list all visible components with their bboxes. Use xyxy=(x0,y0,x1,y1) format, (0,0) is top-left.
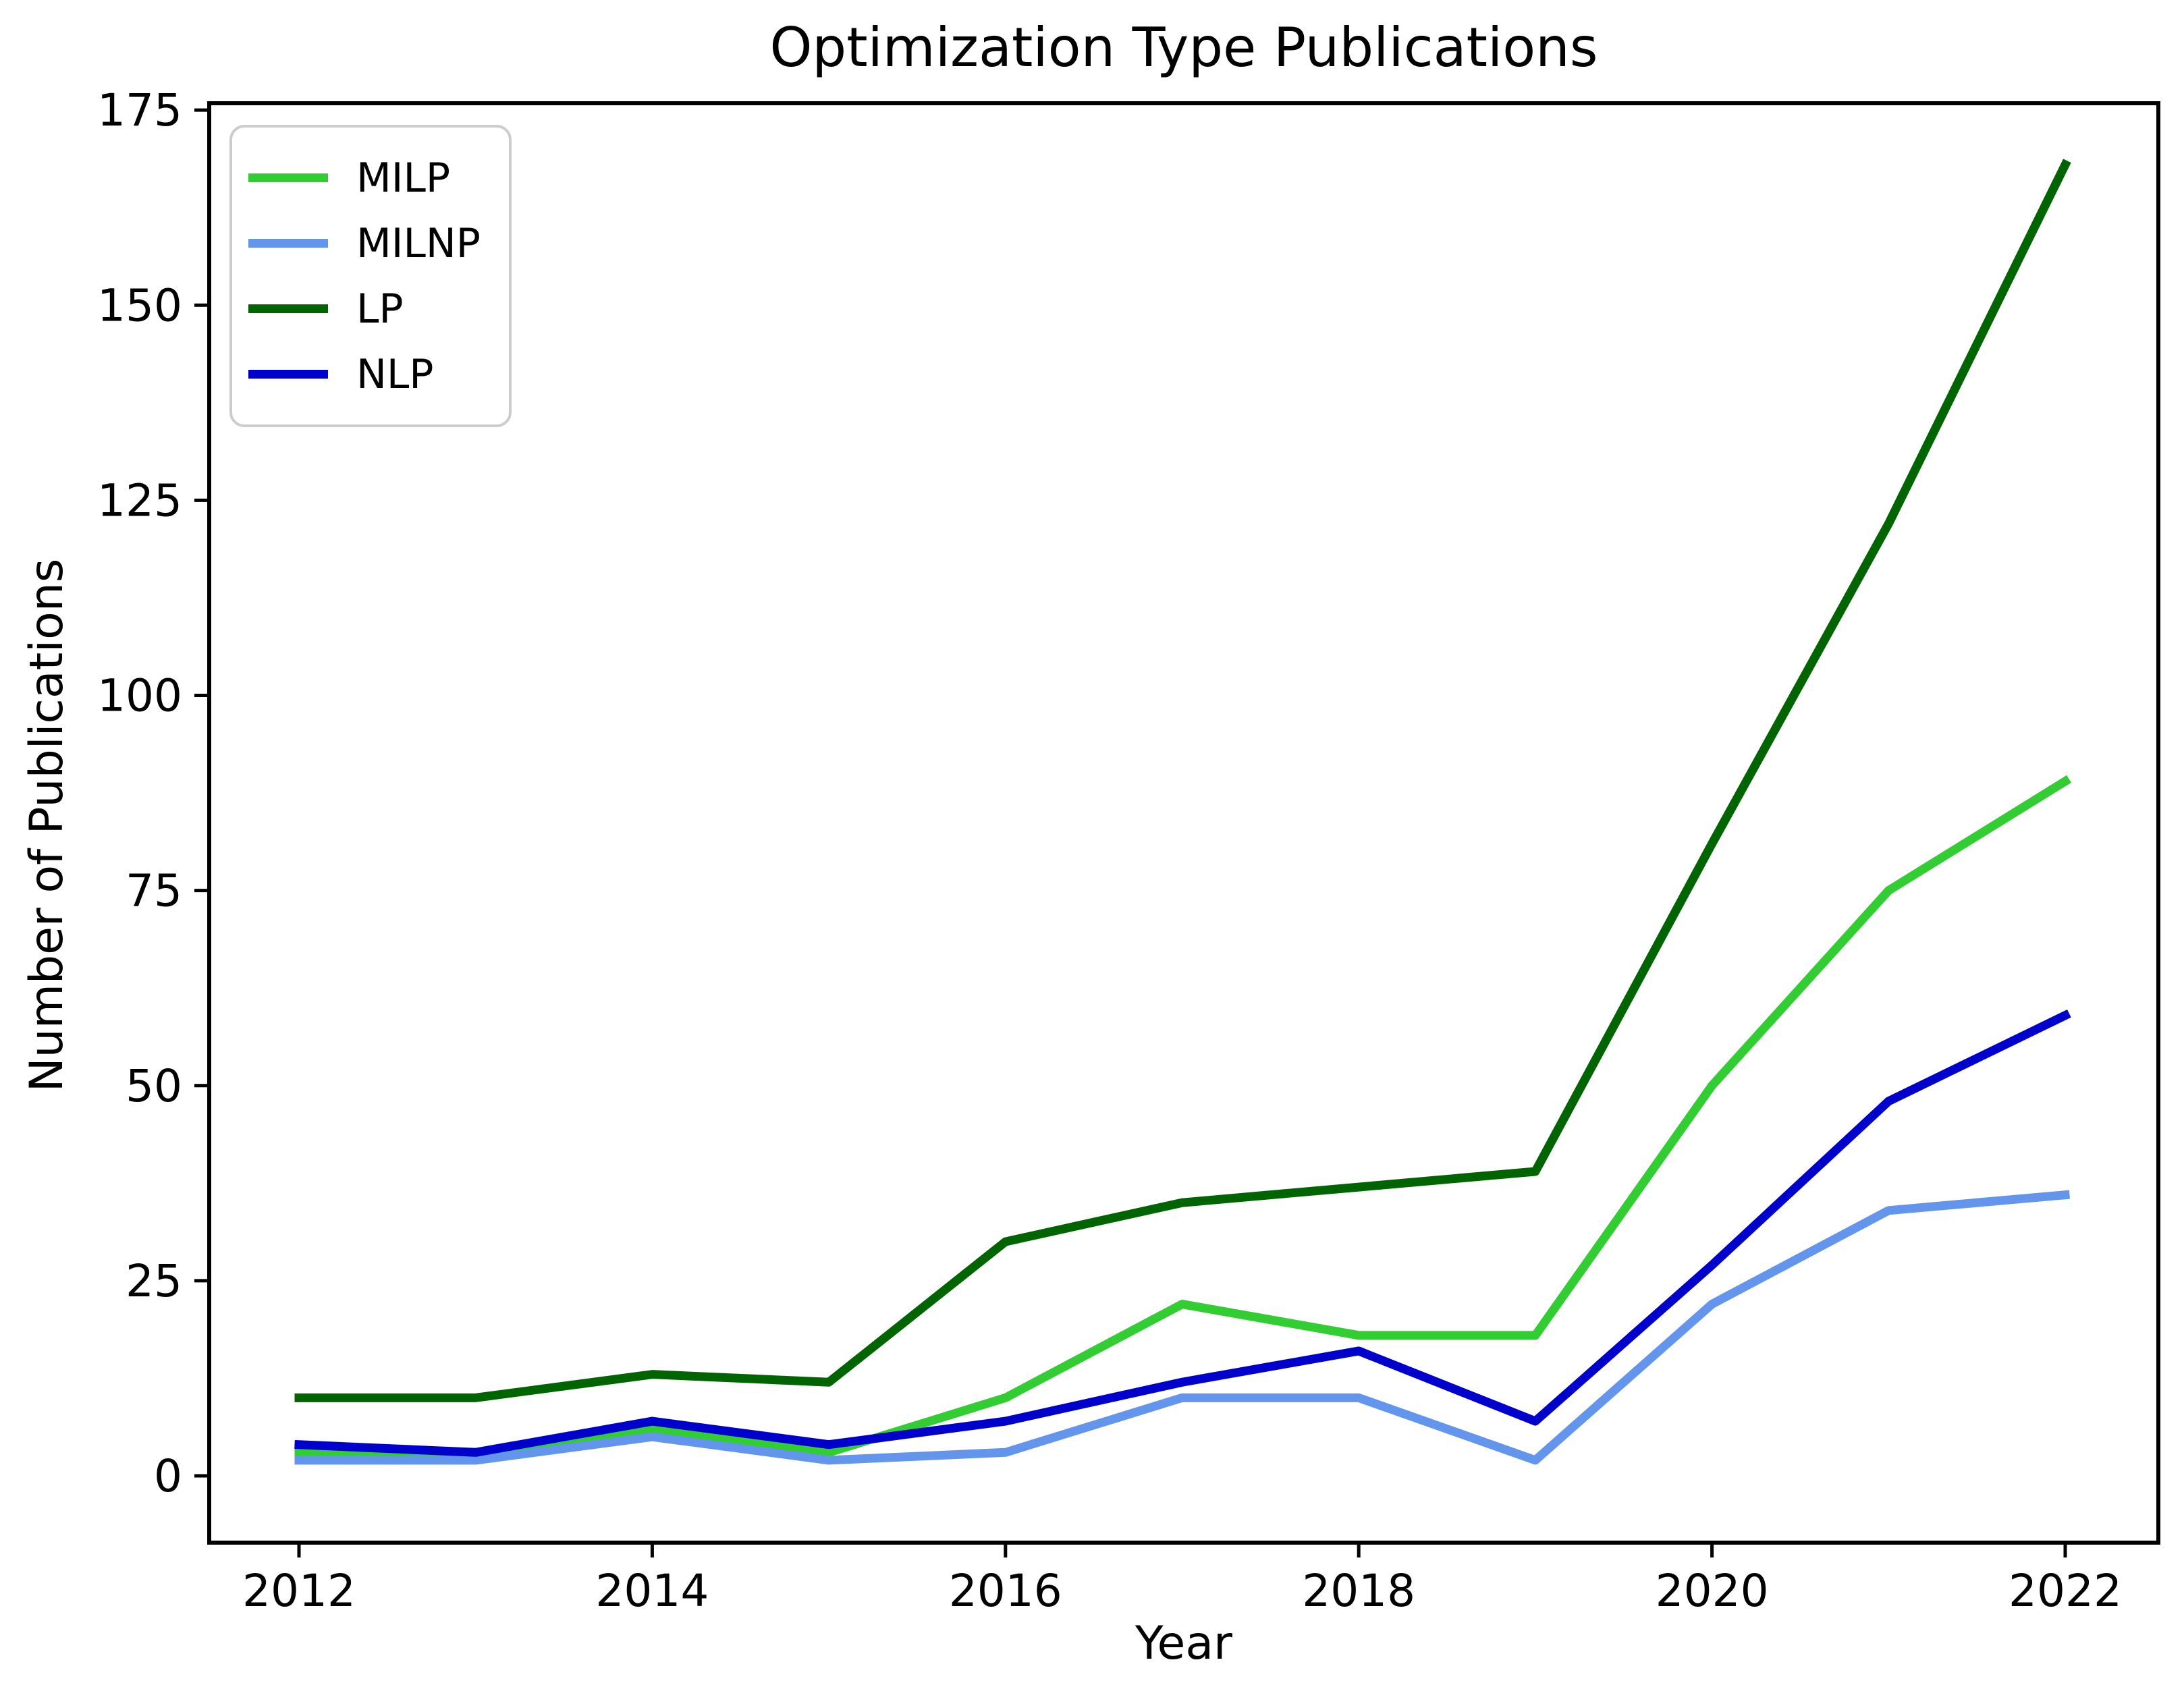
legend-swatch-lp xyxy=(248,304,328,313)
legend-item-milnp: MILNP xyxy=(232,211,509,276)
legend-label-milnp: MILNP xyxy=(356,219,481,267)
y-tick-label: 125 xyxy=(97,474,182,526)
axes-frame xyxy=(207,101,2160,1545)
legend-item-milp: MILP xyxy=(232,145,509,211)
x-tick-label: 2016 xyxy=(949,1565,1062,1617)
x-tick-label: 2018 xyxy=(1302,1565,1415,1617)
y-tick-label: 50 xyxy=(126,1060,182,1112)
y-tick-label: 175 xyxy=(97,84,182,136)
series-line-milp xyxy=(294,775,2071,1457)
y-tick-label: 150 xyxy=(97,279,182,331)
x-tick-label: 2020 xyxy=(1656,1565,1769,1617)
y-axis-label: Number of Publications xyxy=(20,558,74,1093)
y-tick-label: 0 xyxy=(154,1450,182,1502)
x-axis-label: Year xyxy=(1135,1617,1232,1670)
chart-title: Optimization Type Publications xyxy=(769,16,1598,79)
legend-item-lp: LP xyxy=(232,276,509,341)
legend-swatch-milp xyxy=(248,173,328,182)
legend-label-lp: LP xyxy=(356,285,404,333)
legend-swatch-nlp xyxy=(248,370,328,379)
series-line-lp xyxy=(294,159,2071,1402)
series-line-nlp xyxy=(294,1009,2071,1457)
x-tick-label: 2014 xyxy=(595,1565,709,1617)
legend-item-nlp: NLP xyxy=(232,341,509,407)
y-tick-label: 25 xyxy=(126,1255,182,1307)
x-tick-label: 2012 xyxy=(242,1565,356,1617)
x-tick-label: 2022 xyxy=(2009,1565,2122,1617)
legend-label-milp: MILP xyxy=(356,154,451,202)
legend-swatch-milnp xyxy=(248,239,328,248)
series-line-milnp xyxy=(294,1190,2071,1465)
y-tick-label: 100 xyxy=(97,670,182,722)
legend-label-nlp: NLP xyxy=(356,350,434,398)
y-tick-label: 75 xyxy=(126,865,182,917)
legend: MILP MILNP LP NLP xyxy=(229,125,512,427)
